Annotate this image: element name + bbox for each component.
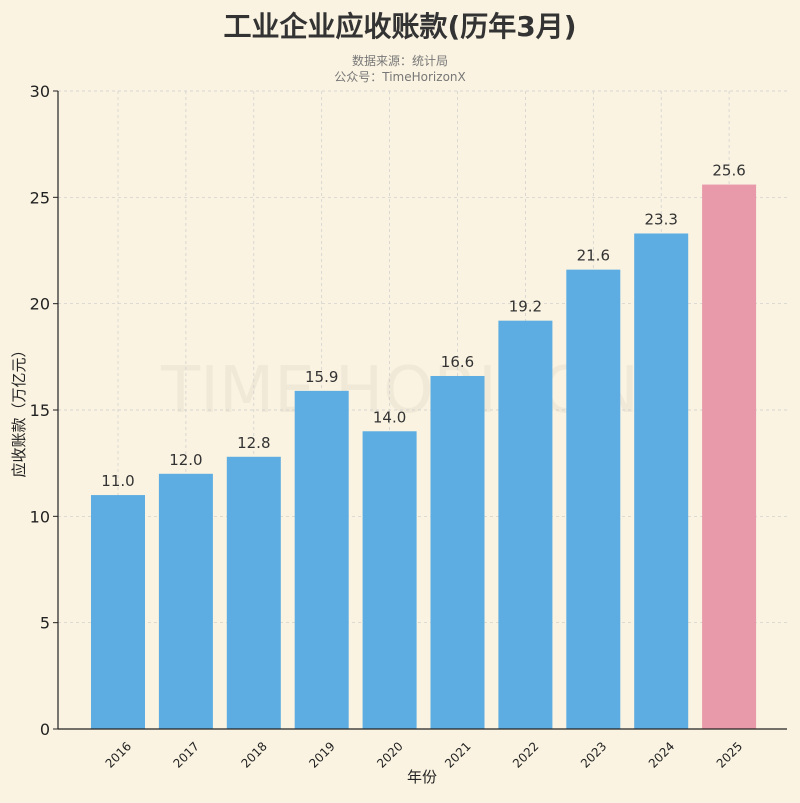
data-label-2024: 23.3 (644, 210, 677, 228)
chart-subtitle-account: 公众号：TimeHorizonX (334, 70, 465, 84)
x-tick-label: 2019 (306, 739, 337, 770)
bar-2016 (91, 495, 145, 729)
y-tick-label: 25 (30, 188, 50, 207)
y-tick-label: 20 (30, 295, 50, 314)
bar-2025 (702, 184, 757, 729)
bar-2022 (498, 320, 553, 729)
x-tick-label: 2017 (171, 739, 202, 770)
bar-2021 (430, 375, 485, 729)
data-label-2025: 25.6 (712, 162, 745, 180)
x-tick-label: 2020 (374, 739, 405, 770)
watermark: TIME HORIZON (160, 354, 639, 428)
y-tick-label: 0 (40, 720, 50, 739)
chart-title: 工业企业应收账款(历年3月) (223, 10, 576, 43)
x-axis-label: 年份 (407, 768, 437, 786)
bar-2020 (362, 431, 417, 729)
data-label-2021: 16.6 (441, 353, 474, 371)
y-axis-label: 应收账款（万亿元） (10, 342, 28, 477)
data-label-2019: 15.9 (305, 368, 338, 386)
bar-2017 (158, 473, 213, 729)
y-tick-label: 5 (40, 614, 50, 633)
x-tick-label: 2024 (646, 739, 677, 770)
x-tick-label: 2025 (714, 739, 745, 770)
data-label-2023: 21.6 (577, 247, 610, 265)
x-tick-label: 2022 (510, 739, 541, 770)
bar-2019 (294, 390, 349, 729)
x-tick-label: 2021 (442, 739, 473, 770)
data-label-2017: 12.0 (169, 451, 202, 469)
data-label-2020: 14.0 (373, 408, 406, 426)
x-tick-label: 2016 (103, 739, 134, 770)
x-tick-label: 2023 (578, 739, 609, 770)
y-tick-label: 30 (30, 82, 50, 101)
bar-2023 (566, 269, 621, 729)
chart-subtitle-source: 数据来源：统计局 (352, 53, 448, 68)
data-label-2022: 19.2 (509, 298, 542, 316)
y-tick-label: 10 (30, 507, 50, 526)
data-label-2018: 12.8 (237, 434, 270, 452)
bar-2024 (634, 233, 689, 729)
bar-2018 (226, 456, 281, 729)
data-label-2016: 11.0 (101, 472, 134, 490)
y-tick-label: 15 (30, 401, 50, 420)
x-tick-label: 2018 (238, 739, 269, 770)
